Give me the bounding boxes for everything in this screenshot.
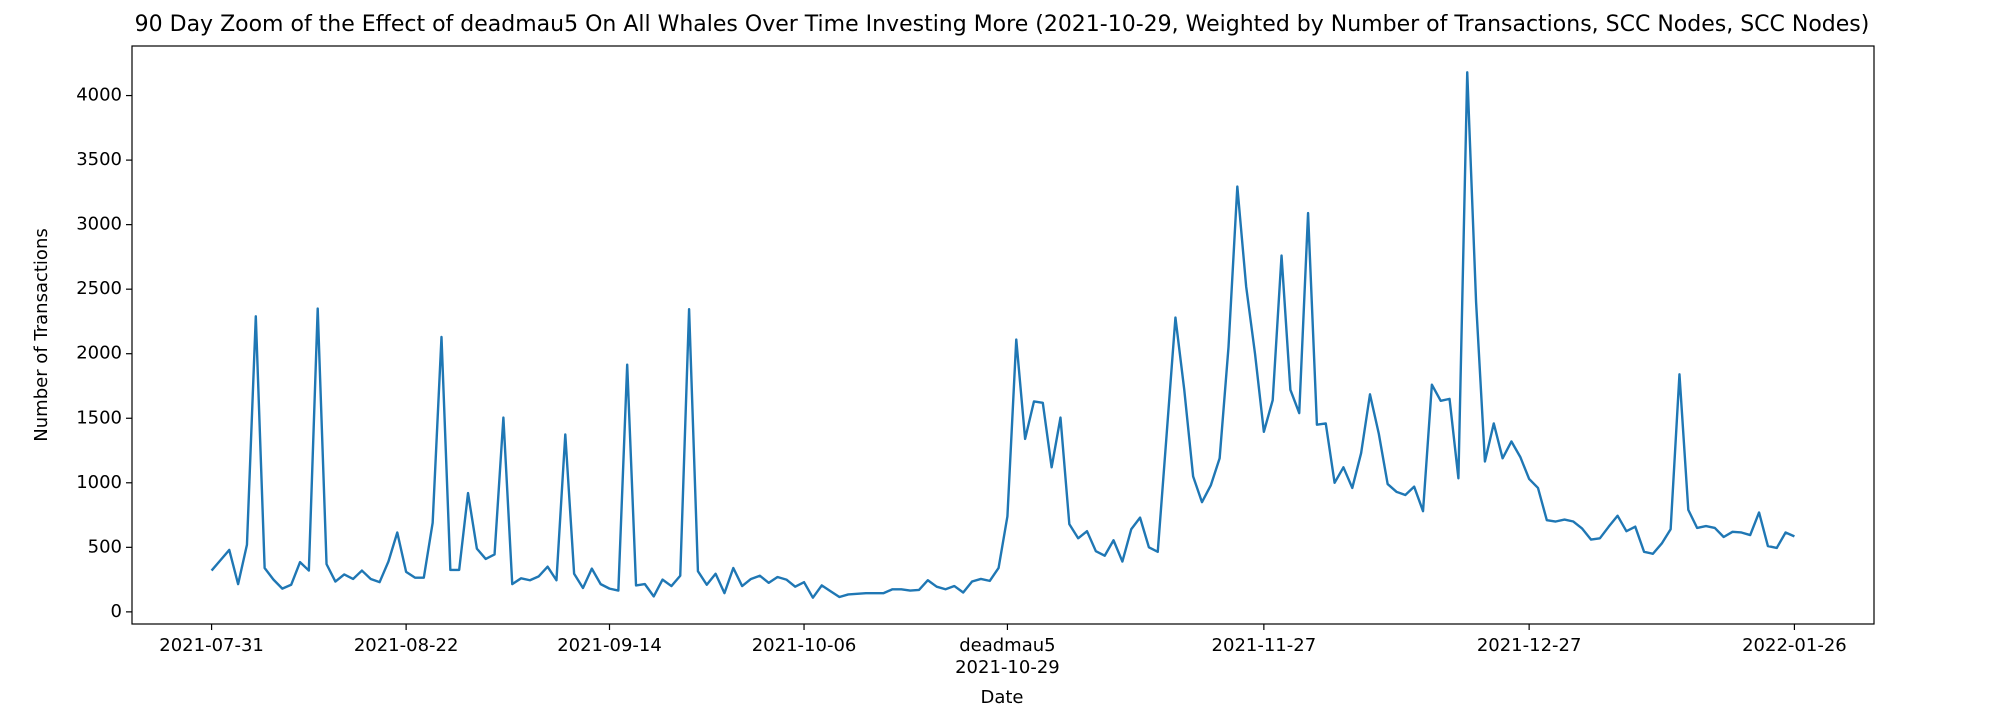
x-tick-label: deadmau5 2021-10-29 bbox=[955, 635, 1060, 678]
x-tick-label: 2021-10-06 bbox=[752, 635, 857, 656]
y-tick-label: 1000 bbox=[76, 472, 122, 493]
x-tick-label: 2022-01-26 bbox=[1742, 635, 1847, 656]
x-tick-label: 2021-12-27 bbox=[1477, 635, 1582, 656]
y-tick-label: 1500 bbox=[76, 407, 122, 428]
x-tick-label: 2021-08-22 bbox=[354, 635, 459, 656]
x-tick-label: 2021-07-31 bbox=[159, 635, 264, 656]
y-tick-label: 3500 bbox=[76, 149, 122, 170]
data-line bbox=[210, 71, 1795, 599]
y-tick-label: 0 bbox=[111, 601, 122, 622]
x-tick-label: 2021-09-14 bbox=[557, 635, 662, 656]
y-tick-label: 2000 bbox=[76, 343, 122, 364]
plot-frame bbox=[131, 45, 1875, 625]
y-tick-label: 4000 bbox=[76, 85, 122, 106]
x-tick-label: 2021-11-27 bbox=[1212, 635, 1317, 656]
x-axis-label: Date bbox=[980, 687, 1023, 708]
y-tick-label: 3000 bbox=[76, 214, 122, 235]
chart-title: 90 Day Zoom of the Effect of deadmau5 On… bbox=[135, 12, 1870, 37]
y-tick-label: 2500 bbox=[76, 278, 122, 299]
y-axis-label: Number of Transactions bbox=[31, 228, 52, 441]
y-tick-label: 500 bbox=[88, 536, 122, 557]
